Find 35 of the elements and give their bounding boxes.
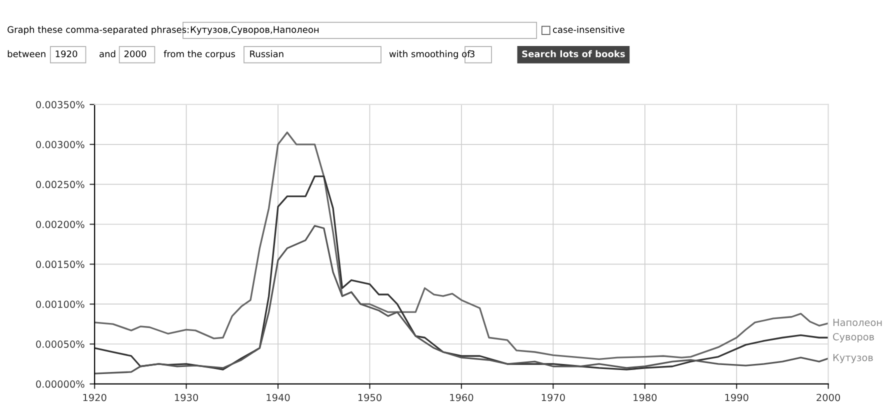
- text: 2000: [124, 50, 146, 58]
- y-tick-label: 0.00050%: [36, 340, 84, 348]
- y-tick-label: 0.00350%: [36, 100, 84, 108]
- line-series: [94, 225, 828, 374]
- y-tick-label: 0.00300%: [36, 140, 84, 148]
- y-tick-label: 0.00200%: [36, 220, 84, 228]
- text: 3: [470, 50, 474, 58]
- y-tick-label: 0.00250%: [36, 180, 84, 188]
- x-tick-label: 1920: [83, 394, 106, 402]
- x-tick-label: 1930: [175, 394, 198, 402]
- series-label: Наполеон: [833, 318, 882, 326]
- y-tick-label: 0.00000%: [36, 380, 84, 388]
- text: and: [100, 50, 116, 58]
- line-series: [94, 176, 828, 370]
- text: Graph these comma-separated phrases:: [8, 26, 189, 35]
- text: Russian: [250, 50, 284, 58]
- text: with smoothing of: [389, 50, 470, 60]
- x-tick-label: 2000: [816, 394, 840, 402]
- x-tick-label: 1970: [542, 394, 565, 402]
- text: from the corpus: [164, 50, 236, 60]
- x-tick-label: 1950: [358, 394, 382, 402]
- series-label: Кутузов: [833, 354, 873, 364]
- line-series: [94, 132, 828, 360]
- text: 1920: [56, 50, 78, 58]
- x-tick-label: 1960: [450, 394, 474, 402]
- text: Кутузов,Суворов,Наполеон: [190, 26, 319, 35]
- series-label: Суворов: [833, 333, 874, 342]
- x-tick-label: 1990: [725, 394, 748, 402]
- text: between: [8, 50, 46, 58]
- text: case-insensitive: [553, 26, 624, 33]
- y-tick-label: 0.00150%: [36, 260, 84, 268]
- y-tick-label: 0.00100%: [36, 300, 84, 308]
- x-tick-label: 1980: [634, 394, 657, 402]
- x-tick-label: 1940: [266, 394, 290, 402]
- text: Search lots of books: [522, 50, 625, 58]
